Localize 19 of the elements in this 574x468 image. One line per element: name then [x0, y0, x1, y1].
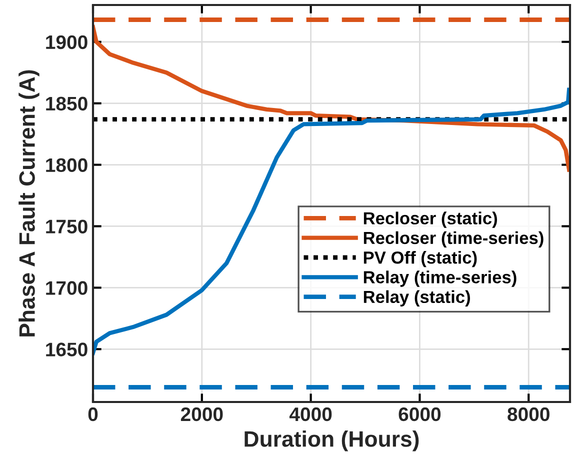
x-tick-label: 0 [88, 407, 98, 422]
x-tick-label: 8000 [508, 407, 550, 422]
y-axis-title: Phase A Fault Current (A) [18, 70, 40, 336]
x-tick-label: 2000 [180, 407, 223, 422]
legend-label: Relay (static) [364, 290, 470, 306]
y-tick-label: 1650 [46, 342, 88, 356]
legend-label: PV Off (static) [364, 250, 477, 268]
legend-label: Relay (time-series) [364, 270, 516, 287]
y-tick-label: 1800 [46, 158, 88, 172]
x-tick-label: 6000 [398, 407, 441, 422]
legend-label: Recloser (static) [364, 212, 498, 228]
legend-label: Recloser (time-series) [364, 231, 544, 248]
y-tick-label: 1750 [46, 220, 88, 234]
y-tick-label: 1700 [46, 281, 88, 295]
y-tick-label: 1900 [46, 35, 88, 50]
x-tick-label: 4000 [289, 407, 332, 422]
line-series [93, 88, 570, 355]
x-axis-title: Duration (Hours) [244, 430, 419, 452]
y-tick-label: 1850 [46, 96, 88, 111]
